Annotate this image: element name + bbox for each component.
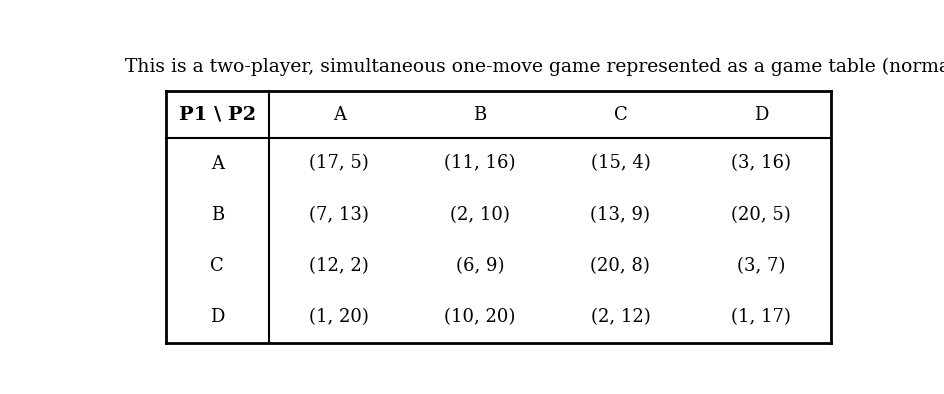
- Text: (12, 2): (12, 2): [310, 257, 369, 275]
- Text: A: A: [332, 106, 346, 124]
- Text: D: D: [210, 309, 225, 326]
- Text: B: B: [473, 106, 486, 124]
- Text: (2, 10): (2, 10): [450, 206, 510, 224]
- Text: C: C: [614, 106, 627, 124]
- Text: (2, 12): (2, 12): [591, 309, 650, 326]
- Text: (1, 17): (1, 17): [731, 309, 791, 326]
- Text: C: C: [211, 257, 224, 275]
- Text: (11, 16): (11, 16): [444, 154, 515, 173]
- Text: (15, 4): (15, 4): [591, 154, 650, 173]
- Text: B: B: [211, 206, 224, 224]
- Text: (3, 16): (3, 16): [731, 154, 791, 173]
- Text: A: A: [211, 154, 224, 173]
- Text: (1, 20): (1, 20): [310, 309, 369, 326]
- Text: (20, 5): (20, 5): [731, 206, 791, 224]
- Text: This is a two-player, simultaneous one-move game represented as a game table (no: This is a two-player, simultaneous one-m…: [126, 58, 944, 76]
- Text: (10, 20): (10, 20): [444, 309, 515, 326]
- Text: P1 \ P2: P1 \ P2: [178, 106, 256, 124]
- Text: (20, 8): (20, 8): [590, 257, 650, 275]
- Text: (7, 13): (7, 13): [310, 206, 369, 224]
- Text: (3, 7): (3, 7): [737, 257, 785, 275]
- Text: (13, 9): (13, 9): [590, 206, 650, 224]
- Text: D: D: [754, 106, 768, 124]
- Text: (6, 9): (6, 9): [456, 257, 504, 275]
- Text: (17, 5): (17, 5): [310, 154, 369, 173]
